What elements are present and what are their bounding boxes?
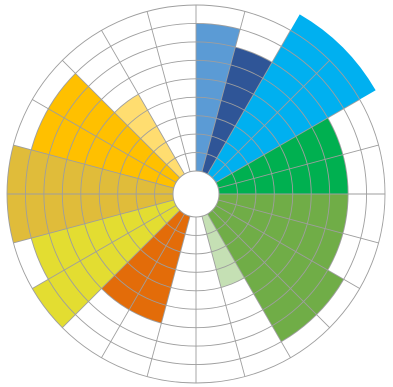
- grid-spoke-1: [201, 11, 246, 172]
- grid-spoke-19: [13, 144, 174, 189]
- grid-spoke-9: [211, 209, 330, 328]
- grid-spoke-23: [146, 11, 191, 172]
- sector-2: [201, 47, 273, 175]
- grid-spoke-2: [207, 30, 291, 175]
- sector-15: [114, 94, 185, 178]
- grid-spoke-15: [62, 209, 181, 328]
- grid-spoke-8: [215, 205, 360, 289]
- grid-spoke-17: [13, 199, 174, 244]
- grid-spoke-22: [101, 30, 185, 175]
- sector-5: [215, 194, 349, 271]
- grid-spoke-20: [32, 99, 177, 183]
- grid-spoke-21: [62, 60, 181, 179]
- grid-layer: [6, 4, 386, 384]
- grid-spoke-11: [201, 216, 246, 377]
- grid-spoke-3: [211, 60, 330, 179]
- grid-spoke-14: [101, 213, 185, 358]
- sector-12: [31, 199, 177, 280]
- sector-4: [215, 117, 349, 194]
- sector-10: [101, 210, 191, 324]
- grid-spoke-16: [32, 205, 177, 289]
- grid-spoke-5: [218, 144, 379, 189]
- center-hole: [172, 170, 220, 218]
- grid-spoke-7: [218, 199, 379, 244]
- sector-16: [119, 47, 191, 175]
- grid-spoke-13: [146, 216, 191, 377]
- grid-spoke-4: [215, 99, 360, 183]
- grid-spoke-10: [207, 213, 291, 358]
